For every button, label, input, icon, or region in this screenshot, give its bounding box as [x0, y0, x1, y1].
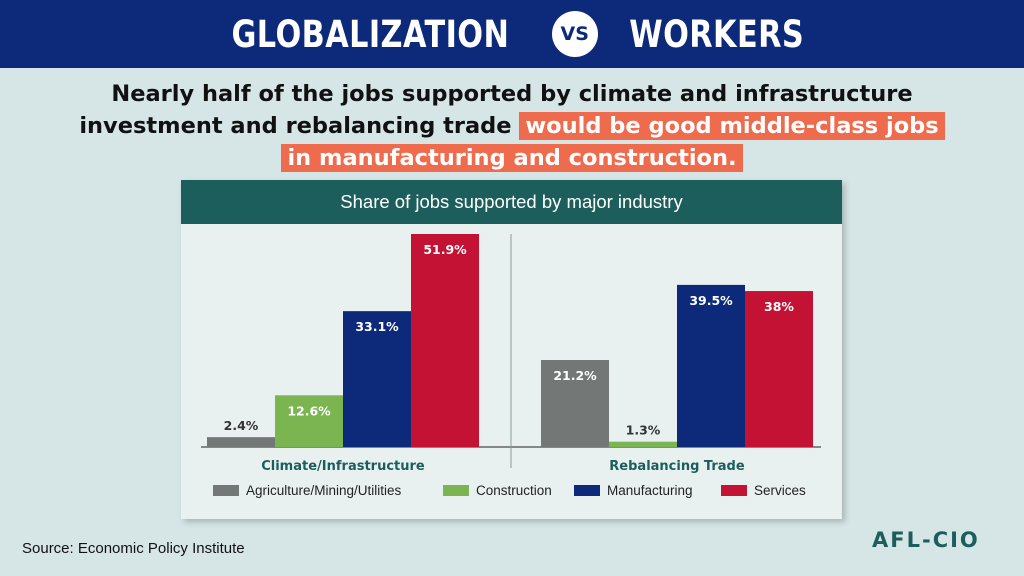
headline: Nearly half of the jobs supported by cli… — [0, 78, 1024, 174]
bar-label-3-0: 51.9% — [423, 242, 467, 257]
category-label-0: Climate/Infrastructure — [261, 459, 425, 474]
bar-label-0-0: 2.4% — [224, 418, 259, 433]
vs-badge: VS — [551, 11, 598, 57]
legend-swatch-3 — [721, 485, 747, 496]
bar-label-1-1: 1.3% — [626, 423, 661, 438]
bar-label-2-1: 39.5% — [689, 293, 733, 308]
bar-0-1 — [541, 359, 609, 447]
bar-3-1 — [745, 291, 813, 447]
category-label-1: Rebalancing Trade — [609, 459, 745, 474]
chart-title: Share of jobs supported by major industr… — [181, 180, 842, 224]
chart-card: Share of jobs supported by major industr… — [181, 180, 842, 519]
legend-label-0: Agriculture/Mining/Utilities — [246, 483, 402, 498]
bar-2-0 — [343, 311, 411, 447]
bar-2-1 — [677, 284, 745, 447]
afl-cio-logo: AFL-CIO — [872, 528, 980, 552]
bar-0-0 — [207, 437, 275, 447]
legend-swatch-2 — [574, 485, 600, 496]
headline-line1: Nearly half of the jobs supported by cli… — [111, 81, 913, 107]
bar-chart: 2.4% 12.6% 33.1% 51.9% Climate/Infrastructur… — [201, 234, 821, 498]
banner-right-word: WORKERS — [628, 12, 804, 56]
headline-line2-highlight: would be good middle-class jobs — [519, 112, 945, 140]
source-note: Source: Economic Policy Institute — [22, 540, 245, 557]
bar-label-1-0: 12.6% — [287, 403, 331, 418]
legend-swatch-0 — [213, 485, 239, 496]
legend-label-3: Services — [754, 483, 806, 498]
legend-label-2: Manufacturing — [607, 483, 693, 498]
header-banner: GLOBALIZATION VS WORKERS — [0, 0, 1024, 68]
bar-3-0 — [411, 234, 479, 447]
headline-line2-plain: investment and rebalancing trade — [79, 113, 512, 139]
bar-label-0-1: 21.2% — [553, 368, 597, 383]
bar-1-1 — [609, 441, 677, 447]
headline-line3-highlight: in manufacturing and construction. — [281, 144, 743, 172]
banner-left-word: GLOBALIZATION — [231, 12, 510, 56]
bar-label-2-0: 33.1% — [355, 319, 399, 334]
bar-label-3-1: 38% — [764, 299, 794, 314]
legend-label-1: Construction — [476, 483, 552, 498]
bar-1-0 — [275, 395, 343, 447]
legend-swatch-1 — [443, 485, 469, 496]
